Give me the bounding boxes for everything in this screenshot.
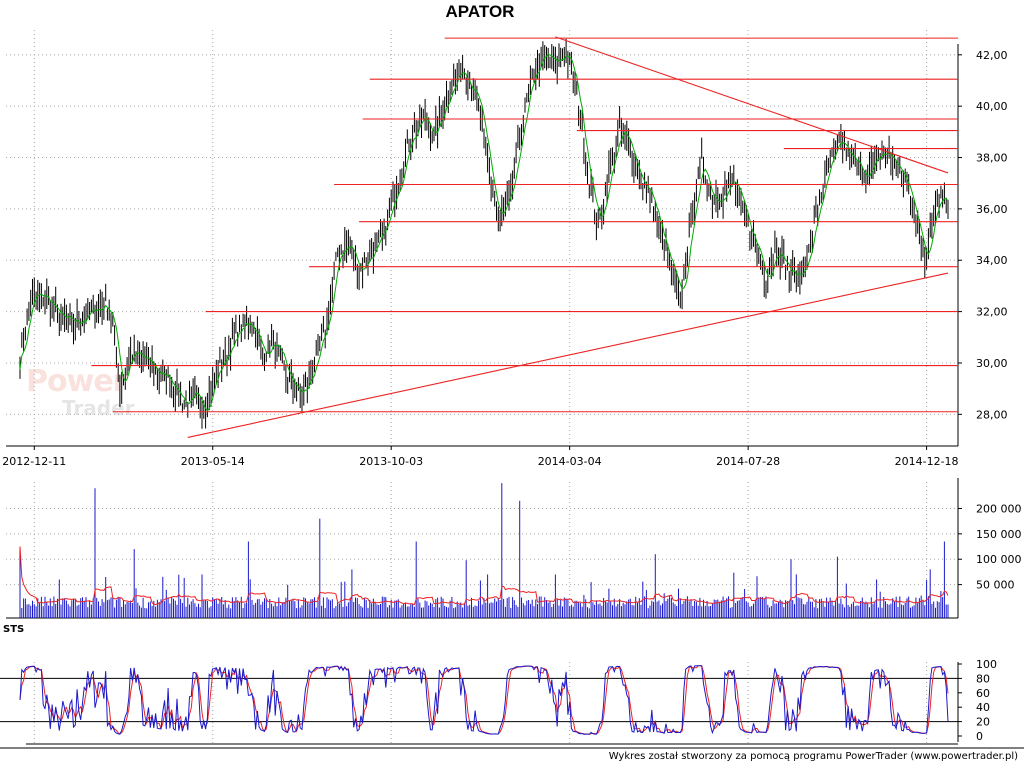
price-y-tick-label: 34,00	[976, 254, 1008, 267]
price-y-tick-label: 42,00	[976, 49, 1008, 62]
x-tick-label: 2013-10-03	[359, 455, 423, 468]
sts-y-tick-label: 100	[976, 658, 997, 671]
volume-bars	[19, 483, 949, 618]
price-y-tick-label: 32,00	[976, 306, 1008, 319]
sts-y-tick-label: 60	[976, 687, 990, 700]
price-bars	[19, 38, 949, 429]
sts-d-line	[19, 665, 949, 735]
watermark-trader: Trader	[62, 396, 135, 420]
sts-y-tick-label: 0	[976, 730, 983, 743]
moving-average-line	[19, 52, 949, 412]
x-tick-label: 2014-03-04	[538, 455, 602, 468]
x-tick-label: 2014-07-28	[716, 455, 780, 468]
volume-y-tick-label: 50 000	[976, 579, 1015, 592]
price-y-tick-label: 40,00	[976, 100, 1008, 113]
chart-title: APATOR	[445, 2, 515, 21]
sts-y-tick-label: 20	[976, 716, 990, 729]
volume-y-tick-label: 200 000	[976, 502, 1022, 515]
x-tick-label: 2012-12-11	[2, 455, 66, 468]
trendline	[555, 36, 949, 174]
price-y-tick-label: 28,00	[976, 408, 1008, 421]
price-y-tick-label: 30,00	[976, 357, 1008, 370]
volume-y-tick-label: 150 000	[976, 528, 1022, 541]
price-y-tick-label: 36,00	[976, 203, 1008, 216]
sts-y-tick-label: 80	[976, 672, 990, 685]
sts-k-line	[19, 665, 949, 735]
volume-y-tick-label: 100 000	[976, 553, 1022, 566]
indicator-label: STS	[3, 624, 25, 635]
price-y-tick-label: 38,00	[976, 152, 1008, 165]
trendline	[187, 272, 949, 438]
sts-y-tick-label: 40	[976, 701, 990, 714]
watermark-power: Power	[26, 364, 127, 399]
credit-text: Wykres został stworzony za pomocą progra…	[608, 751, 1018, 762]
x-tick-label: 2013-05-14	[181, 455, 245, 468]
x-tick-label: 2014-12-18	[895, 455, 959, 468]
volume-average-line	[19, 546, 949, 606]
